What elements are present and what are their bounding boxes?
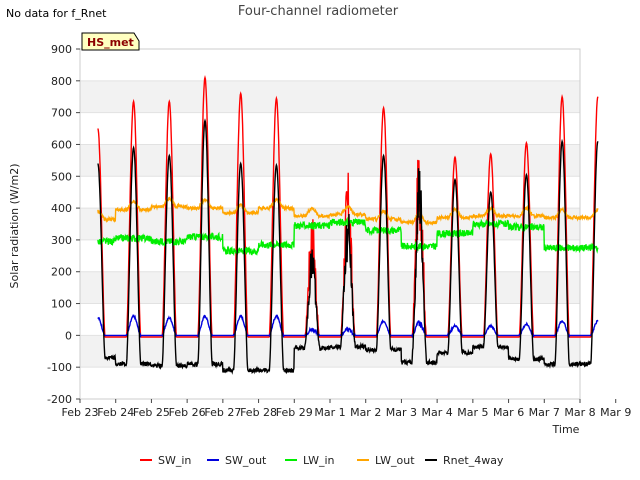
x-tick-label: Mar 4 [422,406,453,419]
y-axis-label: Solar radiation (W/m2) [8,163,21,288]
y-tick-label: 100 [51,298,72,311]
x-tick-label: Feb 25 [133,406,170,419]
legend-label: SW_in [158,454,191,467]
legend-label: SW_out [225,454,267,467]
y-tick-label: 900 [51,43,72,56]
grid-band [80,80,580,113]
x-tick-label: Feb 29 [276,406,313,419]
grid-band [80,144,580,177]
y-tick-label: -200 [47,393,72,406]
y-tick-label: 600 [51,138,72,151]
legend-label: LW_out [375,454,415,467]
x-tick-label: Mar 8 [564,406,595,419]
x-tick-label: Feb 26 [169,406,206,419]
legend-label: Rnet_4way [443,454,504,467]
series-line-rnet-4way [97,118,599,375]
no-data-note: No data for f_Rnet [6,7,107,20]
x-tick-label: Mar 2 [350,406,381,419]
legend-label: LW_in [303,454,335,467]
y-tick-label: 500 [51,170,72,183]
x-axis-label: Time [552,423,580,436]
x-tick-label: Mar 9 [600,406,631,419]
grid-band [80,335,580,368]
series-line-sw-out [97,313,599,339]
x-tick-label: Feb 28 [240,406,277,419]
grid-band [80,271,580,304]
legend: SW_in SW_out LW_in LW_out Rnet_4way [140,454,504,467]
chart-title: Four-channel radiometer [238,4,399,19]
x-tick-label: Mar 7 [529,406,560,419]
x-tick-label: Feb 23 [62,406,99,419]
series-lines [97,75,599,375]
x-tick-label: Mar 3 [386,406,417,419]
y-tick-label: 700 [51,107,72,120]
x-tick-label: Mar 6 [493,406,524,419]
x-tick-label: Feb 27 [204,406,241,419]
badge-shape [81,32,140,51]
x-tick-label: Mar 1 [314,406,345,419]
y-tick-label: 300 [51,234,72,247]
y-tick-label: 400 [51,202,72,215]
y-tick-label: 0 [65,329,72,342]
x-tick-label: Feb 24 [97,406,134,419]
x-tick-label: Mar 5 [457,406,488,419]
y-tick-label: 800 [51,75,72,88]
y-axis-ticks: -200 -100 0 100 200 300 400 500 600 700 800 900 [47,43,80,406]
series-line-lw-in [97,216,599,257]
y-tick-label: -100 [47,361,72,374]
station-badge: HS_met [81,32,140,51]
badge-text: HS_met [87,36,134,49]
series-line-lw-out [97,195,599,227]
y-tick-label: 200 [51,266,72,279]
